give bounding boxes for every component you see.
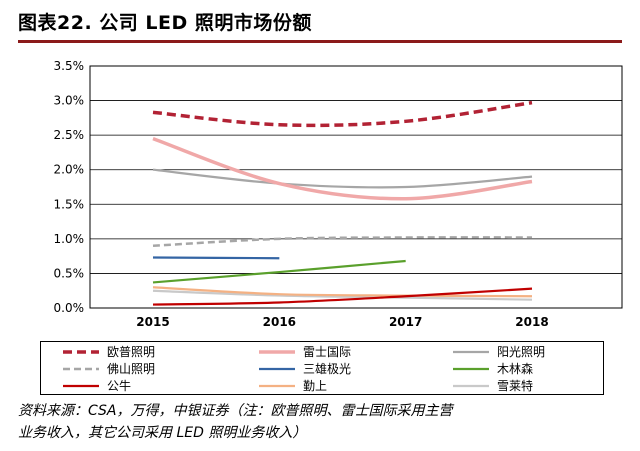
legend-item: 欧普照明 bbox=[63, 343, 155, 360]
chart-legend: 欧普照明 雷士国际 阳光照明佛山照明 三雄极光 木林森公牛 勤上 雪莱特 bbox=[40, 341, 604, 395]
line-chart: 0.0% 0.5% 1.0% 1.5% 2.0% 2.5% 3.0% 3.5% 2015 2016… bbox=[54, 59, 623, 329]
x-tick-label: 2017 bbox=[389, 315, 422, 329]
y-tick-label: 0.5% bbox=[54, 266, 85, 280]
legend-label: 欧普照明 bbox=[107, 345, 156, 359]
legend-item: 雷士国际 bbox=[259, 343, 351, 360]
plot-area bbox=[89, 65, 623, 309]
legend-item: 三雄极光 bbox=[259, 360, 351, 377]
series-line-4 bbox=[152, 256, 280, 260]
legend-item: 勤上 bbox=[259, 377, 327, 394]
y-tick-label: 2.0% bbox=[54, 163, 85, 177]
legend-swatch bbox=[259, 384, 295, 387]
y-tick-label: 3.5% bbox=[54, 59, 85, 73]
legend-swatch bbox=[63, 384, 99, 387]
legend-label: 阳光照明 bbox=[497, 345, 546, 359]
legend-swatch bbox=[63, 367, 99, 370]
legend-item: 木林森 bbox=[453, 360, 533, 377]
series-line-6 bbox=[152, 287, 533, 306]
series-line-2 bbox=[152, 168, 533, 189]
y-tick-label: 1.5% bbox=[54, 197, 85, 211]
legend-label: 勤上 bbox=[303, 379, 328, 393]
title-row: 图表22. 公司 LED 照明市场份额 bbox=[18, 6, 312, 36]
y-tick-label: 3.0% bbox=[54, 94, 85, 108]
series-line-1 bbox=[152, 136, 533, 201]
legend-label: 三雄极光 bbox=[303, 362, 352, 376]
legend-label: 雷士国际 bbox=[303, 345, 352, 359]
title-divider bbox=[18, 40, 622, 43]
y-tick-label: 2.5% bbox=[54, 128, 85, 142]
x-tick-label: 2015 bbox=[136, 315, 169, 329]
source-line-2: 业务收入，其它公司采用 LED 照明业务收入） bbox=[18, 425, 307, 441]
source-note: 资料来源：CSA，万得，中银证券（注：欧普照明、雷士国际采用主营 业务收入，其它… bbox=[18, 400, 628, 444]
chart-title: 图表22. 公司 LED 照明市场份额 bbox=[18, 11, 312, 34]
x-tick-label: 2016 bbox=[263, 315, 296, 329]
legend-swatch bbox=[453, 350, 489, 353]
legend-swatch bbox=[259, 349, 295, 354]
legend-swatch bbox=[453, 384, 489, 387]
legend-item: 公牛 bbox=[63, 377, 131, 394]
source-line-1: 资料来源：CSA，万得，中银证券（注：欧普照明、雷士国际采用主营 bbox=[18, 403, 453, 419]
legend-swatch bbox=[259, 367, 295, 370]
series-line-0 bbox=[152, 100, 533, 128]
y-tick-label: 0.0% bbox=[54, 301, 85, 315]
series-line-5 bbox=[152, 259, 406, 284]
series-line-7 bbox=[152, 286, 533, 298]
legend-label: 公牛 bbox=[107, 379, 132, 393]
legend-item: 佛山照明 bbox=[63, 360, 155, 377]
series-line-8 bbox=[152, 289, 533, 301]
y-tick-label: 1.0% bbox=[54, 232, 85, 246]
legend-item: 阳光照明 bbox=[453, 343, 545, 360]
legend-swatch bbox=[453, 367, 489, 370]
x-tick-label: 2018 bbox=[515, 315, 548, 329]
legend-label: 佛山照明 bbox=[107, 362, 156, 376]
legend-item: 雪莱特 bbox=[453, 377, 533, 394]
legend-label: 木林森 bbox=[497, 362, 534, 376]
series-line-3 bbox=[152, 236, 533, 248]
legend-label: 雪莱特 bbox=[497, 379, 534, 393]
legend-swatch bbox=[63, 349, 99, 354]
